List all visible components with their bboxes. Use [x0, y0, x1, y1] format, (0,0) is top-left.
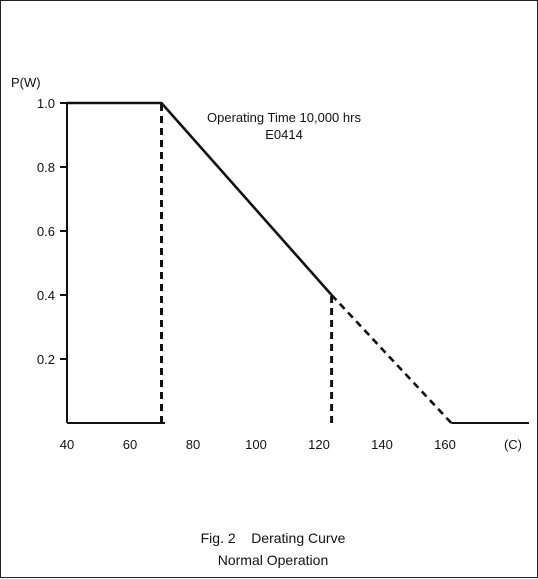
derating-curve-solid — [67, 101, 333, 296]
x-tick-label: 40 — [60, 437, 74, 452]
x-tick-label: 140 — [371, 437, 393, 452]
x-tick-label: 160 — [434, 437, 456, 452]
x-tick-label: 60 — [123, 437, 137, 452]
x-tick-label: 80 — [186, 437, 200, 452]
y-axis-label: P(W) — [11, 75, 41, 90]
y-tick-label: 0.8 — [37, 160, 55, 175]
y-tick-label: 0.2 — [37, 352, 55, 367]
figure-caption-line-2: Normal Operation — [218, 552, 329, 568]
annotation-line-2: E0414 — [265, 127, 303, 142]
x-axis-label: (C) — [504, 437, 522, 452]
y-tick-label: 0.4 — [37, 288, 55, 303]
derating-curve-dashed — [330, 294, 453, 424]
y-tick-label: 0.6 — [37, 224, 55, 239]
y-tick-label: 1.0 — [37, 96, 55, 111]
annotation-line-1: Operating Time 10,000 hrs — [207, 110, 361, 125]
x-tick-label: 100 — [245, 437, 267, 452]
x-tick-label: 120 — [308, 437, 330, 452]
figure-caption-line-1: Fig. 2 Derating Curve — [201, 530, 346, 546]
